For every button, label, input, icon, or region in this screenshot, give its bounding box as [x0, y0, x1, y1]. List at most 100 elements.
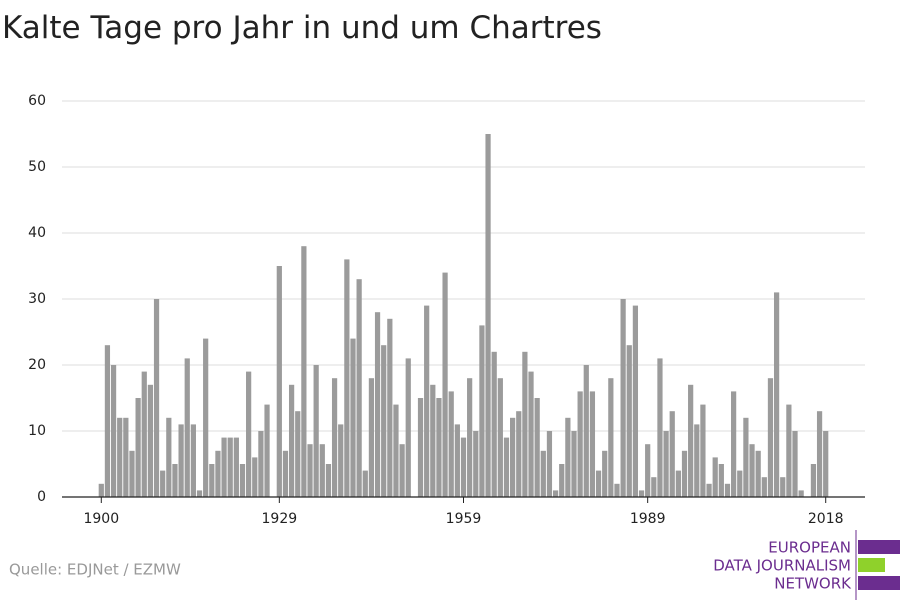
- bar: [239, 464, 246, 497]
- x-tick-label: 1959: [446, 511, 482, 527]
- bar: [196, 490, 203, 497]
- bar: [479, 325, 485, 497]
- bar: [129, 450, 135, 497]
- bar: [325, 464, 332, 497]
- logo-text: DATA JOURNALISM: [713, 557, 851, 575]
- bar: [258, 431, 264, 497]
- bar: [454, 424, 460, 497]
- chart-title: Kalte Tage pro Jahr in und um Chartres: [2, 10, 602, 46]
- bar: [737, 470, 743, 497]
- bar: [356, 279, 362, 497]
- y-tick-label: 0: [37, 489, 46, 505]
- bar: [460, 437, 467, 497]
- bar: [307, 444, 313, 497]
- bar: [497, 378, 503, 497]
- bar: [381, 345, 387, 497]
- bar: [153, 299, 160, 497]
- bar: [399, 444, 405, 497]
- bar: [706, 483, 712, 497]
- bar: [405, 358, 411, 497]
- bar: [123, 417, 129, 497]
- bar: [583, 365, 589, 497]
- bar: [626, 345, 632, 497]
- bar: [645, 444, 651, 497]
- bar: [424, 305, 430, 497]
- bar: [516, 411, 522, 497]
- bar: [313, 365, 319, 497]
- bar: [147, 384, 154, 497]
- bar: [786, 404, 792, 497]
- bar: [810, 464, 817, 497]
- bar: [104, 345, 111, 497]
- bar: [608, 378, 614, 497]
- bar: [362, 470, 368, 497]
- bar: [688, 384, 694, 497]
- bar: [718, 464, 724, 497]
- bar: [485, 134, 491, 497]
- bar: [141, 371, 147, 497]
- bar: [724, 483, 731, 497]
- bar: [712, 457, 718, 497]
- bar: [221, 437, 227, 497]
- bar: [374, 312, 381, 497]
- logo-bar: [858, 540, 900, 554]
- logo-text: NETWORK: [774, 575, 852, 593]
- logo-bar: [858, 558, 885, 572]
- bar: [166, 417, 172, 497]
- bar: [135, 398, 141, 497]
- y-tick-label: 60: [28, 93, 46, 109]
- bar: [301, 246, 307, 497]
- bar: [331, 378, 338, 497]
- bar: [442, 272, 448, 497]
- x-tick-label: 1929: [262, 511, 298, 527]
- bar: [540, 450, 546, 497]
- y-tick-label: 30: [28, 291, 46, 307]
- bar: [767, 378, 774, 497]
- bar: [755, 450, 761, 497]
- bar: [282, 450, 289, 497]
- bar: [749, 444, 755, 497]
- bar: [215, 450, 221, 497]
- bar: [393, 404, 399, 497]
- bar: [595, 470, 602, 497]
- bar: [681, 450, 688, 497]
- bar: [98, 483, 104, 497]
- bar: [467, 378, 473, 497]
- y-tick-label: 50: [28, 159, 46, 175]
- bar: [638, 490, 645, 497]
- bar: [823, 431, 829, 497]
- bar: [319, 444, 325, 497]
- bar: [700, 404, 706, 497]
- bar: [436, 398, 442, 497]
- y-tick-label: 40: [28, 225, 46, 241]
- bar: [160, 470, 166, 497]
- logo-bar: [858, 576, 900, 590]
- bar: [522, 351, 528, 497]
- bar: [227, 437, 233, 497]
- source: Quelle: EDJNet / EZMW: [9, 561, 181, 579]
- bar: [620, 299, 626, 497]
- bar: [669, 411, 675, 497]
- bar: [491, 351, 497, 497]
- bar: [559, 464, 565, 497]
- bar: [614, 483, 620, 497]
- bar: [473, 431, 479, 497]
- x-tick-label: 1900: [83, 511, 119, 527]
- bar: [264, 404, 270, 497]
- bar: [246, 371, 252, 497]
- bar: [816, 411, 823, 497]
- bar: [184, 358, 190, 497]
- bar: [117, 417, 123, 497]
- bar: [743, 417, 749, 497]
- x-tick-label: 1989: [630, 511, 666, 527]
- bar: [632, 305, 639, 497]
- bar: [589, 391, 596, 497]
- y-tick-label: 10: [28, 423, 46, 439]
- bar: [552, 490, 559, 497]
- bar: [761, 477, 767, 497]
- logo-text: EUROPEAN: [768, 539, 851, 557]
- bar: [276, 266, 282, 497]
- bar: [651, 477, 657, 497]
- bar: [503, 437, 510, 497]
